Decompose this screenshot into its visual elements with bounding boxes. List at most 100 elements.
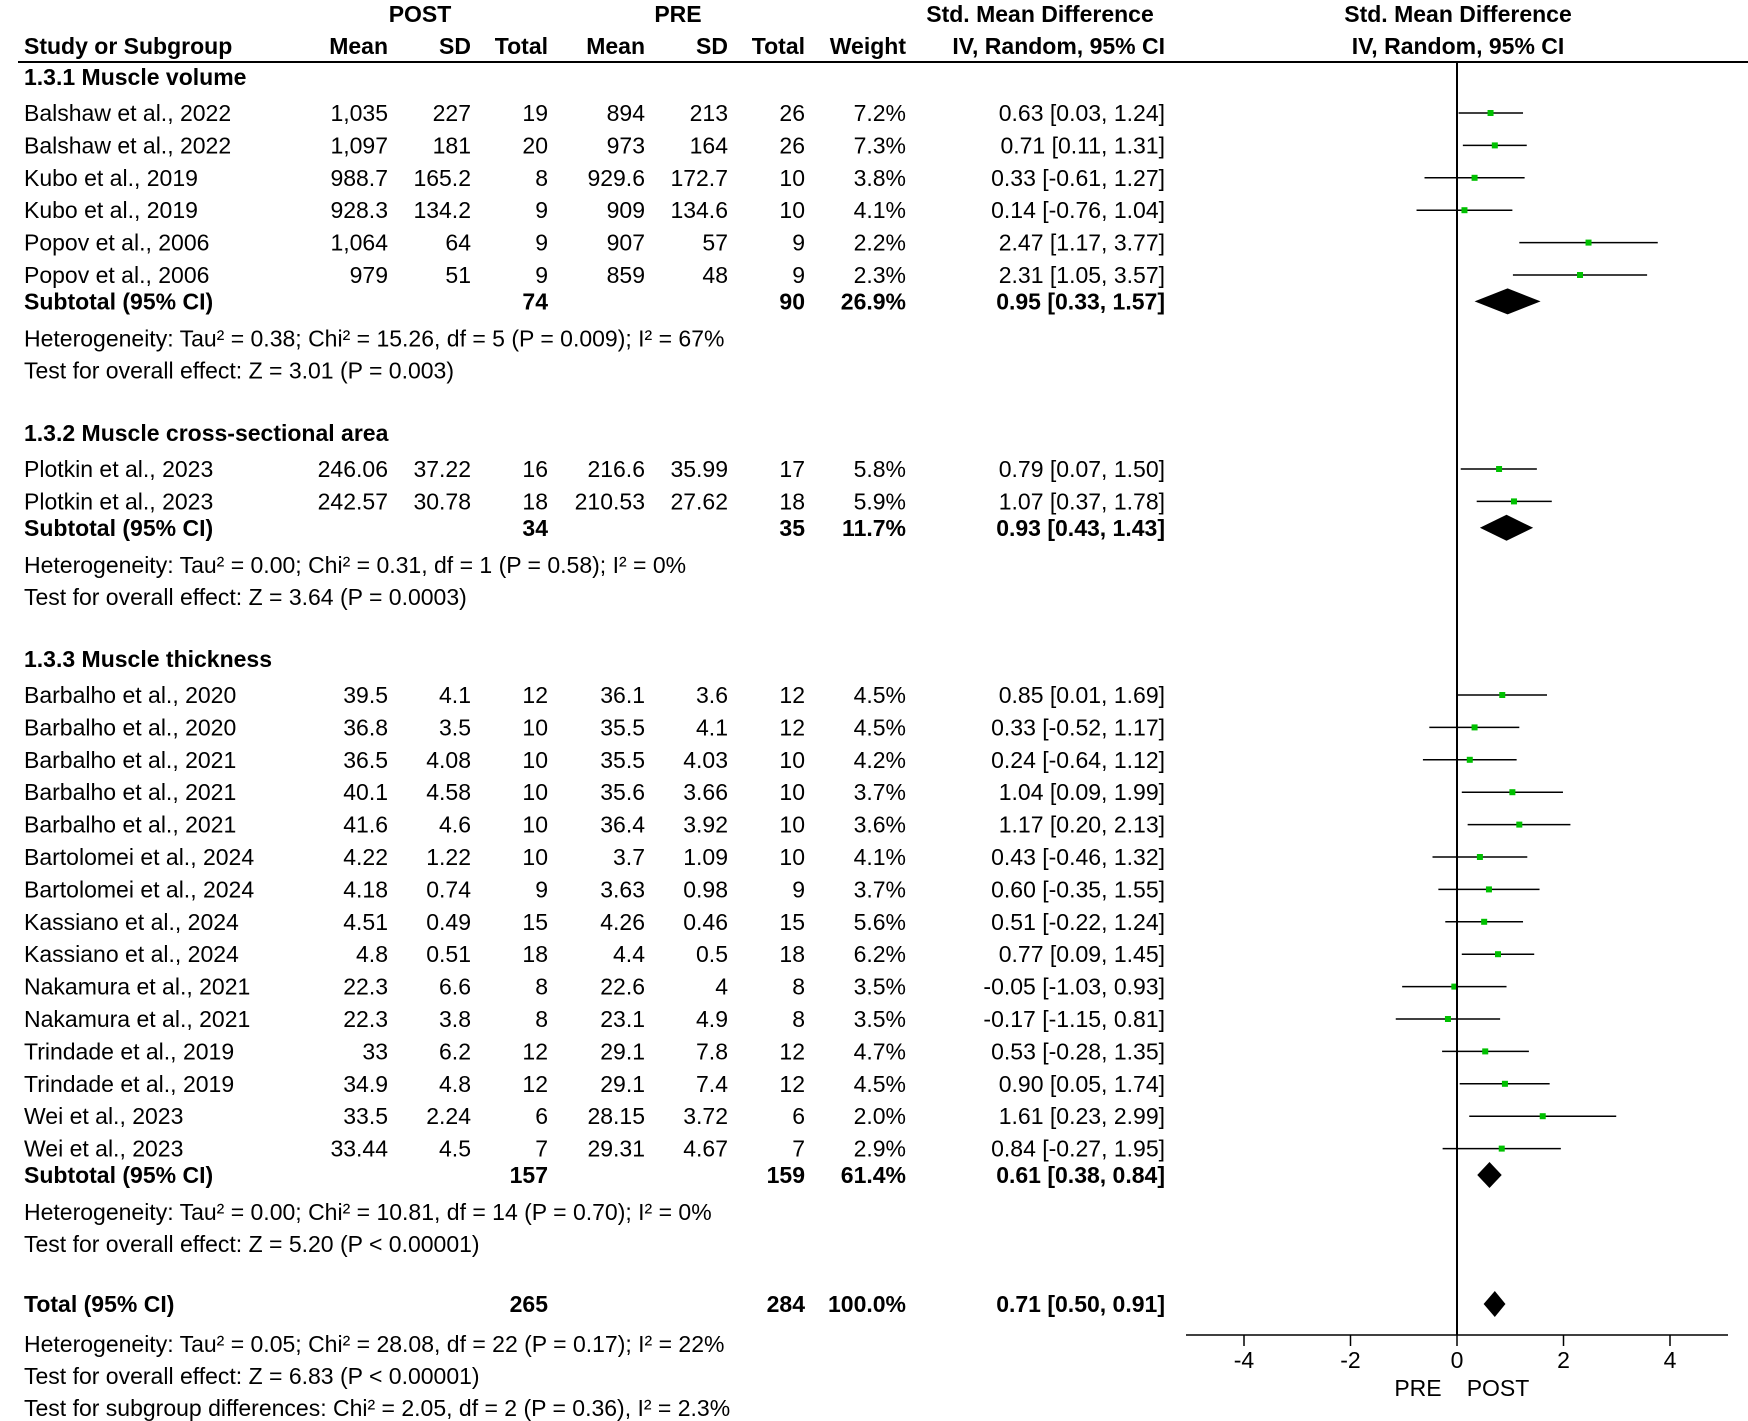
pre-sd: 4.9: [696, 1006, 728, 1032]
total-weight: 100.0%: [828, 1291, 906, 1317]
header-weight: Weight: [830, 33, 907, 59]
pre-mean: 35.5: [600, 714, 645, 740]
total-diamond: [1483, 1291, 1506, 1317]
post-sd: 0.74: [426, 876, 471, 902]
post-sd: 37.22: [413, 456, 471, 482]
pre-total: 17: [779, 456, 805, 482]
pre-sd: 0.5: [696, 941, 728, 967]
post-mean: 22.3: [343, 974, 388, 1000]
pre-total: 10: [779, 844, 805, 870]
pre-sd: 0.46: [683, 909, 728, 935]
pre-mean: 907: [607, 230, 645, 256]
study-name: Trindade et al., 2019: [24, 1038, 234, 1064]
post-total: 9: [535, 197, 548, 223]
header-post-mean: Mean: [329, 33, 388, 59]
ci-text: 1.07 [0.37, 1.78]: [999, 488, 1165, 514]
post-mean: 33.44: [330, 1136, 388, 1162]
post-total: 8: [535, 165, 548, 191]
post-mean: 242.57: [318, 488, 388, 514]
ci-text: 2.31 [1.05, 3.57]: [999, 262, 1165, 288]
subtotal-pre-total: 90: [779, 288, 805, 314]
pre-total: 12: [779, 1071, 805, 1097]
pre-sd: 57: [702, 230, 728, 256]
post-mean: 928.3: [330, 197, 388, 223]
pre-total: 10: [779, 165, 805, 191]
study-name: Barbalho et al., 2020: [24, 682, 236, 708]
post-mean: 1,035: [330, 100, 388, 126]
post-mean: 1,064: [330, 230, 388, 256]
post-total: 16: [522, 456, 548, 482]
favours-post-label: POST: [1467, 1375, 1530, 1401]
post-mean: 33: [362, 1038, 388, 1064]
overall-effect-text: Test for overall effect: Z = 3.01 (P = 0…: [24, 357, 454, 383]
post-sd: 0.49: [426, 909, 471, 935]
pre-sd: 3.92: [683, 812, 728, 838]
ci-text: 1.04 [0.09, 1.99]: [999, 779, 1165, 805]
post-sd: 6.6: [439, 974, 471, 1000]
pre-mean: 35.6: [600, 779, 645, 805]
pre-mean: 4.26: [600, 909, 645, 935]
study-name: Nakamura et al., 2021: [24, 1006, 250, 1032]
point-marker: [1498, 1145, 1505, 1152]
post-sd: 6.2: [439, 1038, 471, 1064]
post-mean: 34.9: [343, 1071, 388, 1097]
weight: 4.1%: [854, 844, 906, 870]
subtotal-diamond: [1474, 288, 1541, 315]
pre-total: 12: [779, 714, 805, 740]
subgroup-differences-text: Test for subgroup differences: Chi² = 2.…: [24, 1395, 730, 1421]
ci-text: 2.47 [1.17, 3.77]: [999, 230, 1165, 256]
pre-sd: 4.1: [696, 714, 728, 740]
post-total: 18: [522, 488, 548, 514]
subtotal-label: Subtotal (95% CI): [24, 515, 213, 541]
header-post-sd: SD: [439, 33, 471, 59]
ci-text: 0.84 [-0.27, 1.95]: [991, 1136, 1165, 1162]
post-total: 10: [522, 779, 548, 805]
x-tick-label: 0: [1451, 1347, 1464, 1373]
pre-total: 26: [779, 132, 805, 158]
post-mean: 36.5: [343, 747, 388, 773]
subtotal-post-total: 157: [510, 1162, 548, 1188]
post-sd: 1.22: [426, 844, 471, 870]
pre-total: 10: [779, 197, 805, 223]
weight: 3.7%: [854, 779, 906, 805]
pre-sd: 3.6: [696, 682, 728, 708]
pre-total: 12: [779, 1038, 805, 1064]
post-total: 18: [522, 941, 548, 967]
total-ci-text: 0.71 [0.50, 0.91]: [996, 1291, 1165, 1317]
point-marker: [1577, 272, 1584, 278]
post-sd: 3.8: [439, 1006, 471, 1032]
post-total: 12: [522, 682, 548, 708]
total-overall-effect-text: Test for overall effect: Z = 6.83 (P < 0…: [24, 1363, 480, 1389]
heterogeneity-text: Heterogeneity: Tau² = 0.00; Chi² = 0.31,…: [24, 552, 686, 578]
ci-text: 0.43 [-0.46, 1.32]: [991, 844, 1165, 870]
weight: 4.1%: [854, 197, 906, 223]
study-name: Kubo et al., 2019: [24, 197, 198, 223]
study-name: Wei et al., 2023: [24, 1103, 183, 1129]
post-mean: 4.22: [343, 844, 388, 870]
subtotal-diamond: [1477, 1162, 1502, 1188]
header-plot-title: Std. Mean Difference: [1344, 1, 1572, 27]
point-marker: [1485, 886, 1492, 893]
pre-sd: 134.6: [670, 197, 728, 223]
study-name: Trindade et al., 2019: [24, 1071, 234, 1097]
subtotal-label: Subtotal (95% CI): [24, 1162, 213, 1188]
pre-total: 18: [779, 488, 805, 514]
point-marker: [1481, 918, 1488, 925]
weight: 7.2%: [854, 100, 906, 126]
pre-mean: 36.1: [600, 682, 645, 708]
subtotal-ci-text: 0.61 [0.38, 0.84]: [996, 1162, 1165, 1188]
study-name: Nakamura et al., 2021: [24, 974, 250, 1000]
header-pre: PRE: [654, 1, 701, 27]
subtotal-weight: 26.9%: [841, 288, 906, 314]
weight: 6.2%: [854, 941, 906, 967]
point-marker: [1516, 821, 1523, 828]
post-total: 12: [522, 1071, 548, 1097]
pre-total: 12: [779, 682, 805, 708]
weight: 3.7%: [854, 876, 906, 902]
study-name: Balshaw et al., 2022: [24, 100, 231, 126]
post-sd: 4.58: [426, 779, 471, 805]
post-sd: 2.24: [426, 1103, 471, 1129]
weight: 4.5%: [854, 1071, 906, 1097]
x-tick-label: 4: [1664, 1347, 1677, 1373]
pre-mean: 23.1: [600, 1006, 645, 1032]
